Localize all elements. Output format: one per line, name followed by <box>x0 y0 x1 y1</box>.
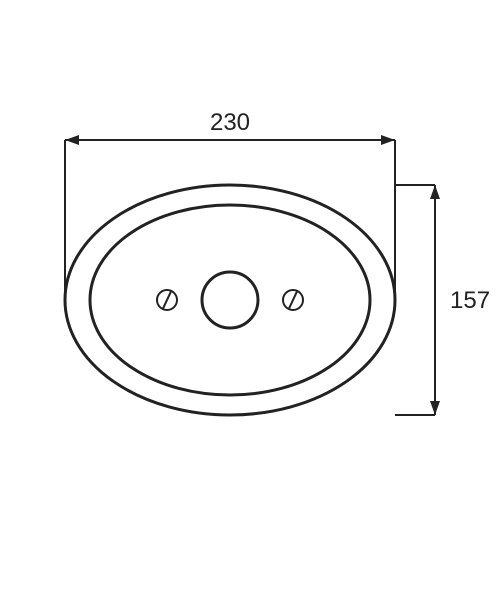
drawing-canvas: 230 157 <box>0 0 500 600</box>
dim-value-width: 230 <box>210 109 250 136</box>
center-hole <box>202 272 258 328</box>
screw-2 <box>283 290 303 310</box>
screw-1 <box>157 290 177 310</box>
technical-drawing: 230 157 <box>0 0 500 600</box>
dim-value-height: 157 <box>450 287 490 314</box>
